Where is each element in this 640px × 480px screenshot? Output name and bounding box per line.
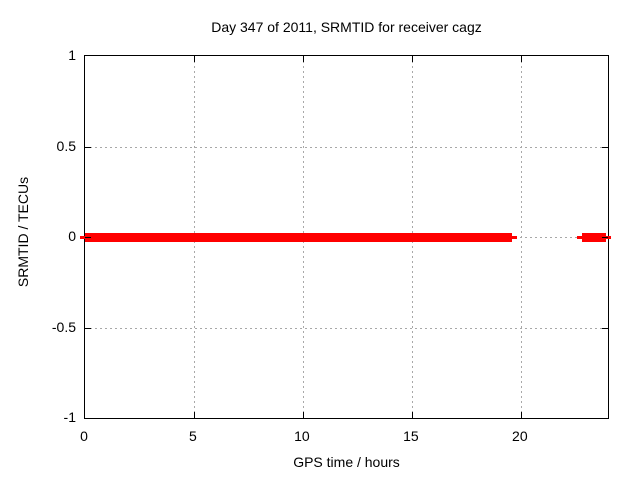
y-tick-label: 0 xyxy=(68,228,76,244)
x-tick-label: 5 xyxy=(189,428,197,444)
y-tick-mark-left xyxy=(85,327,91,329)
y-tick-label: 0.5 xyxy=(56,137,76,154)
x-tick-mark-top xyxy=(193,56,195,62)
y-tick-mark-right xyxy=(602,237,608,238)
x-tick-label: 20 xyxy=(512,428,528,444)
x-tick-mark-top xyxy=(302,56,304,62)
y-tick-label: -0.5 xyxy=(51,318,76,335)
x-tick-mark-bottom xyxy=(302,412,304,418)
x-axis-label: GPS time / hours xyxy=(293,454,400,470)
y-tick-mark-right xyxy=(602,327,608,329)
y-tick-mark-left xyxy=(85,146,91,148)
x-tick-label: 10 xyxy=(294,428,310,444)
chart-title: Day 347 of 2011, SRMTID for receiver cag… xyxy=(211,19,482,35)
x-tick-mark-top xyxy=(520,56,522,62)
x-tick-label: 15 xyxy=(403,428,419,444)
y-tick-label: -1 xyxy=(63,409,76,425)
plot-area xyxy=(80,55,611,419)
x-tick-mark-bottom xyxy=(411,412,413,418)
y-gridline xyxy=(85,327,608,329)
data-segment xyxy=(581,233,606,242)
y-gridline xyxy=(85,146,608,148)
y-tick-mark-left xyxy=(85,237,91,238)
data-segment xyxy=(85,233,513,242)
x-tick-mark-bottom xyxy=(193,412,195,418)
x-tick-label: 0 xyxy=(80,428,88,444)
x-tick-mark-top xyxy=(411,56,413,62)
y-tick-mark-right xyxy=(602,146,608,148)
x-tick-mark-bottom xyxy=(520,412,522,418)
y-tick-label: 1 xyxy=(68,47,76,63)
